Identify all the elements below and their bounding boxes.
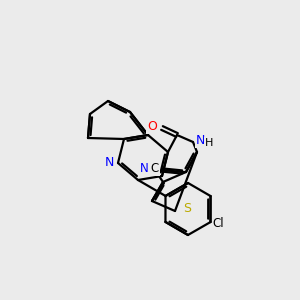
Text: N: N [105,157,114,169]
Text: N: N [140,163,149,176]
Text: C: C [151,163,159,176]
Text: O: O [147,121,157,134]
Text: S: S [183,202,191,215]
Text: Cl: Cl [212,217,224,230]
Text: H: H [205,138,213,148]
Text: N: N [196,134,206,148]
